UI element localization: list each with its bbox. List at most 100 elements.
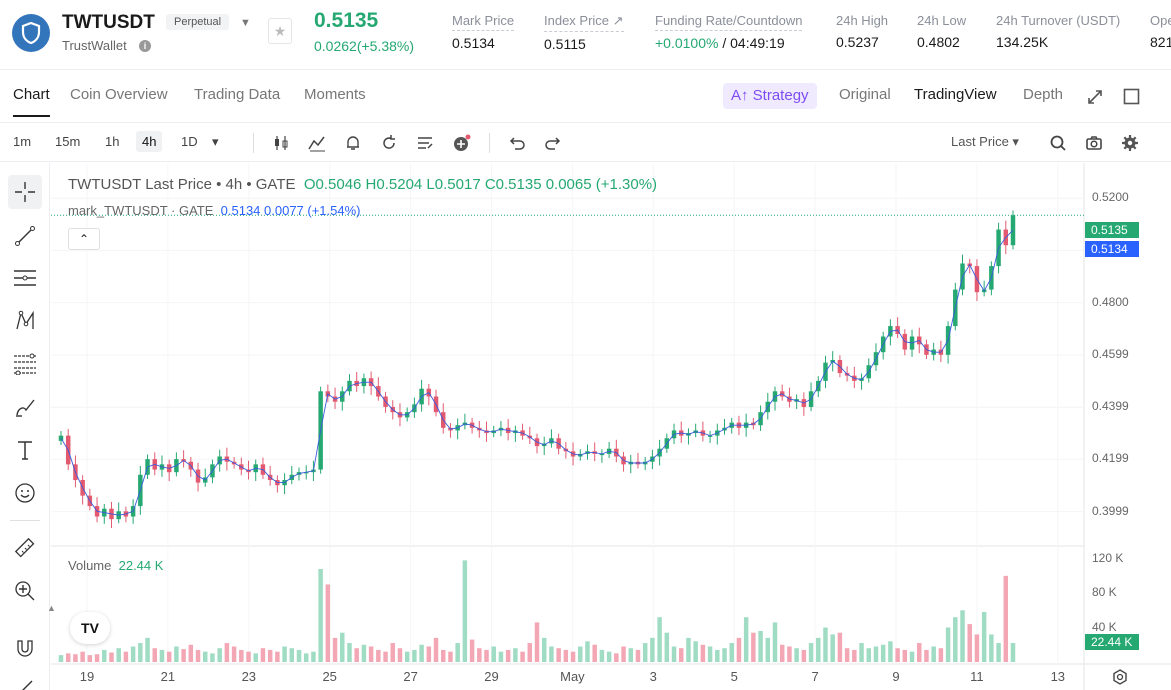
volume-bar	[1003, 575, 1009, 662]
magnet-icon[interactable]	[8, 631, 42, 665]
stat-24h-high: 24h High 0.5237	[836, 13, 889, 50]
tab-chart[interactable]: Chart	[13, 86, 50, 117]
brush-icon[interactable]	[8, 390, 42, 424]
candles-icon[interactable]	[271, 133, 291, 153]
lock-drawings-icon[interactable]	[8, 671, 42, 690]
volume-bar	[650, 637, 655, 662]
templates-icon[interactable]	[415, 133, 435, 153]
volume-bar	[195, 649, 201, 662]
volume-bar	[231, 646, 237, 662]
alert-icon[interactable]	[343, 133, 363, 153]
volume-bar	[65, 653, 71, 662]
horizontal-lines-icon[interactable]	[8, 261, 42, 295]
view-tradingview[interactable]: TradingView	[914, 86, 997, 103]
volume-bar	[166, 651, 172, 662]
redo-icon[interactable]	[543, 133, 563, 153]
timeframe-4h[interactable]: 4h	[136, 131, 163, 152]
pattern-tool-icon[interactable]	[8, 304, 42, 338]
replay-icon[interactable]	[379, 133, 399, 153]
crosshair-icon[interactable]	[8, 175, 42, 209]
volume-bar	[779, 644, 785, 662]
volume-bar	[895, 648, 900, 662]
volume-bar	[664, 632, 670, 662]
price-tick-label: 0.4599	[1092, 347, 1129, 362]
trend-line-icon[interactable]	[8, 219, 42, 253]
text-tool-icon[interactable]	[8, 433, 42, 467]
settings-gear-icon[interactable]	[1120, 133, 1140, 153]
add-indicator-icon[interactable]	[451, 133, 471, 153]
pane-scroll-up-icon[interactable]: ▲	[47, 603, 56, 613]
info-icon[interactable]: i	[139, 40, 151, 52]
volume-bar	[592, 644, 597, 662]
price-tick-label: 0.4399	[1092, 399, 1129, 414]
timeframe-1d[interactable]: 1D	[181, 134, 198, 149]
volume-bar	[354, 648, 359, 662]
candle-body	[303, 472, 309, 474]
volume-bar	[578, 646, 583, 662]
volume-bar	[606, 651, 612, 662]
exchange-name: TrustWallet	[62, 38, 127, 53]
tab-coin-overview[interactable]: Coin Overview	[70, 86, 168, 103]
volume-bar	[188, 644, 194, 662]
view-original[interactable]: Original	[839, 86, 891, 103]
camera-icon[interactable]	[1084, 133, 1104, 153]
timeframe-dropdown-icon[interactable]: ▾	[212, 134, 219, 149]
emoji-icon[interactable]	[8, 476, 42, 510]
timeframe-1m[interactable]: 1m	[13, 134, 32, 149]
undo-icon[interactable]	[507, 133, 527, 153]
volume-bar	[751, 632, 756, 662]
volume-bar	[679, 648, 684, 662]
volume-bar	[426, 646, 432, 662]
volume-bar	[585, 641, 590, 662]
volume-bar	[837, 632, 843, 662]
collapse-legend-button[interactable]: ⌃	[68, 228, 100, 250]
symbol-dropdown-icon[interactable]: ▼	[240, 17, 251, 29]
timeframe-1h[interactable]: 1h	[105, 134, 120, 149]
window-icon[interactable]	[1123, 88, 1140, 105]
zoom-in-icon[interactable]	[8, 574, 42, 608]
volume-bar	[455, 643, 460, 662]
expand-icon[interactable]	[1086, 88, 1104, 106]
tab-trading-data[interactable]: Trading Data	[194, 86, 281, 103]
time-tick-label: May	[560, 669, 585, 684]
volume-bar	[816, 637, 821, 662]
volume-bar	[852, 649, 857, 662]
volume-bar	[765, 637, 771, 662]
timeframe-15m[interactable]: 15m	[55, 134, 81, 149]
volume-bar	[989, 634, 994, 662]
volume-bar	[397, 648, 403, 662]
ticker-header: TWTUSDT Perpetual ▼ TrustWallet i ★ 0.51…	[0, 0, 1171, 70]
volume-bar	[224, 643, 230, 662]
time-tick-label: 3	[649, 669, 657, 684]
symbol-name[interactable]: TWTUSDT	[62, 12, 155, 33]
axis-settings-icon[interactable]	[1110, 667, 1130, 687]
volume-bar	[484, 649, 489, 662]
fibonacci-icon[interactable]	[8, 347, 42, 381]
volume-bar	[376, 649, 381, 662]
volume-tick-label: 80 K	[1092, 585, 1117, 600]
strategy-button[interactable]: A↑ Strategy	[723, 83, 817, 109]
volume-bar	[318, 568, 323, 662]
indicators-icon[interactable]	[307, 133, 327, 153]
search-icon[interactable]	[1048, 133, 1068, 153]
stat-index-price[interactable]: Index Price ↗ 0.5115	[544, 13, 624, 52]
tradingview-logo-icon[interactable]: TV	[70, 612, 110, 644]
drawing-toolbar	[0, 163, 50, 690]
price-chart[interactable]	[51, 163, 1171, 690]
volume-bar	[174, 646, 179, 662]
view-depth[interactable]: Depth	[1023, 86, 1064, 103]
volume-bar	[808, 643, 814, 662]
volume-bar	[347, 643, 352, 662]
volume-bar	[527, 643, 533, 662]
ruler-icon[interactable]	[8, 531, 42, 565]
volume-bar	[94, 654, 100, 662]
price-type-select[interactable]: Last Price ▾	[951, 134, 1019, 149]
volume-bar	[866, 648, 871, 662]
volume-bar	[448, 651, 453, 662]
volume-bar	[123, 651, 129, 662]
tab-moments[interactable]: Moments	[304, 86, 366, 103]
volume-bar	[974, 634, 980, 662]
volume-bar	[513, 648, 518, 662]
volume-bar	[534, 622, 540, 662]
favorite-star-icon[interactable]: ★	[268, 18, 292, 44]
